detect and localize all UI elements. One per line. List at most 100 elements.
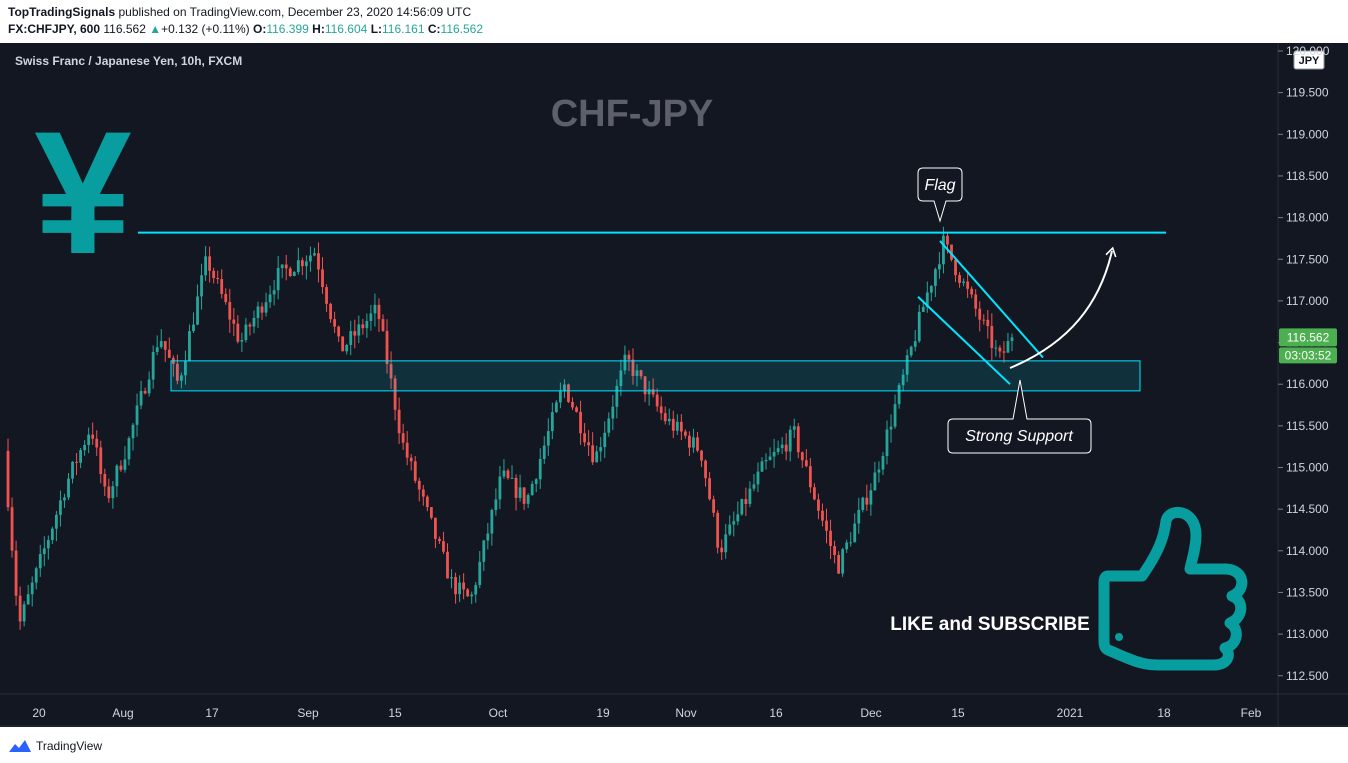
candle-body xyxy=(776,448,780,452)
high-label: H: xyxy=(312,22,325,36)
candle-body xyxy=(119,465,123,470)
like-subscribe-text: LIKE and SUBSCRIBE xyxy=(890,614,1090,635)
candle-body xyxy=(1010,337,1014,342)
flag-callout[interactable] xyxy=(917,167,963,223)
candle-body xyxy=(357,324,361,336)
low-value: 116.161 xyxy=(382,22,425,36)
price-tick-label: 117.000 xyxy=(1286,294,1329,308)
candle-body xyxy=(462,582,466,590)
publisher-name[interactable]: TopTradingSignals xyxy=(8,5,116,19)
footer: TradingView xyxy=(8,737,102,755)
candle-body xyxy=(933,269,937,286)
candle-body xyxy=(538,458,542,480)
candle-body xyxy=(405,442,409,458)
candle-body xyxy=(857,509,861,524)
candle-body xyxy=(321,269,324,288)
candle-body xyxy=(704,460,707,479)
candle-body xyxy=(752,484,756,489)
tradingview-brand[interactable]: TradingView xyxy=(36,739,103,753)
candle-body xyxy=(720,547,724,553)
time-tick-label: 16 xyxy=(769,706,783,720)
candle-body xyxy=(131,424,135,439)
candle-body xyxy=(252,317,256,327)
candle-body xyxy=(244,324,248,341)
candle-body xyxy=(498,476,502,500)
price-tick-label: 118.500 xyxy=(1286,169,1329,183)
price-axis[interactable]: 120.000 119.500 119.000 118.500 118.000 117.5… xyxy=(1278,44,1330,683)
candle-body xyxy=(970,288,974,295)
candle-body xyxy=(264,302,268,313)
flag-label: Flag xyxy=(924,177,955,194)
candle-body xyxy=(159,341,163,348)
candle-body xyxy=(808,466,812,488)
candle-body xyxy=(345,344,349,352)
candle-body xyxy=(67,478,70,498)
candle-body xyxy=(167,349,171,358)
candle-body xyxy=(188,331,191,361)
yen-icon: ¥ xyxy=(34,96,131,291)
candle-body xyxy=(284,264,288,269)
candle-body xyxy=(881,456,885,470)
candle-body xyxy=(55,514,58,529)
candle-body xyxy=(530,483,534,496)
candle-body xyxy=(837,554,841,574)
candle-body xyxy=(724,534,728,553)
candle-body xyxy=(63,497,66,501)
candle-body xyxy=(683,431,687,436)
candle-body xyxy=(139,391,143,406)
candle-body xyxy=(607,418,611,433)
candle-body xyxy=(651,389,655,395)
candle-body xyxy=(442,541,445,552)
candle-body xyxy=(240,340,244,342)
price-tick-label: 116.000 xyxy=(1286,377,1329,391)
candle-body xyxy=(571,401,574,408)
price-tick-label: 118.000 xyxy=(1286,211,1329,225)
candle-body xyxy=(861,497,865,510)
time-axis[interactable]: 20 Aug 17 Sep 15 Oct 19 Nov 16 Dec 15 2021 18 Feb xyxy=(32,706,1261,720)
candle-body xyxy=(675,421,679,431)
thumbs-up-icon[interactable] xyxy=(1098,507,1248,671)
candle-body xyxy=(83,444,87,451)
candle-body xyxy=(208,256,212,271)
candle-body xyxy=(123,459,127,470)
plot-area[interactable] xyxy=(6,43,1278,694)
price-chart[interactable]: Swiss Franc / Japanese Yen, 10h, FXCM CH… xyxy=(0,43,1348,727)
candle-body xyxy=(522,487,526,504)
price-tick-label: 119.500 xyxy=(1286,86,1329,100)
candle-body xyxy=(87,434,91,445)
breakout-arrow[interactable] xyxy=(1009,246,1117,369)
currency-badge[interactable] xyxy=(1293,50,1325,70)
candle-body xyxy=(692,437,695,448)
candle-body xyxy=(772,451,776,457)
candle-body xyxy=(603,432,607,448)
candle-body xyxy=(377,304,381,320)
candle-body xyxy=(865,497,869,505)
price-tick-label: 114.000 xyxy=(1286,544,1329,558)
tradingview-logo-icon[interactable] xyxy=(8,739,32,753)
high-value: 116.604 xyxy=(324,22,368,36)
candle-body xyxy=(869,490,873,505)
strong-support-label: Strong Support xyxy=(965,428,1073,445)
candle-body xyxy=(466,589,470,597)
candle-body xyxy=(925,292,929,307)
candle-body xyxy=(849,542,853,544)
support-callout[interactable] xyxy=(947,379,1092,454)
candle-body xyxy=(450,577,453,579)
candle-body xyxy=(696,437,699,451)
candle-body xyxy=(135,405,139,425)
flag-channel-upper[interactable] xyxy=(939,240,1044,359)
candle-body xyxy=(184,360,187,376)
candle-body xyxy=(147,379,151,394)
candle-body xyxy=(429,507,433,518)
candle-body xyxy=(510,477,514,479)
candle-body xyxy=(204,256,207,276)
flag-channel-lower[interactable] xyxy=(917,296,1011,385)
candle-body xyxy=(458,582,461,595)
candle-body xyxy=(780,444,784,449)
candle-body xyxy=(667,418,671,422)
support-zone[interactable] xyxy=(170,360,1141,392)
candle-body xyxy=(236,323,240,342)
candle-body xyxy=(595,451,599,463)
price-tick-label: 117.500 xyxy=(1286,252,1329,266)
candle-body xyxy=(438,538,441,542)
